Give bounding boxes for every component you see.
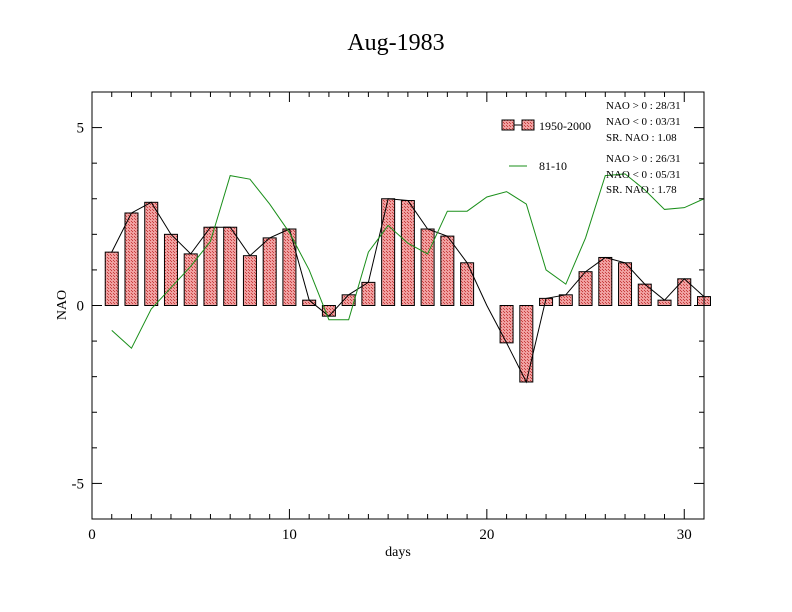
x-tick-label-30: 30	[677, 527, 692, 543]
bar-1950-2000-day-17	[420, 228, 435, 306]
bar-1950-2000-day-15	[381, 198, 396, 306]
legend-label-1950-2000: 1950-2000	[539, 119, 591, 133]
legend-swatch-1950-2000-right	[521, 119, 535, 131]
line-1950-2000	[111, 198, 705, 384]
stat-1950-2000-line-1: NAO > 0 : 28/31	[606, 100, 681, 112]
bar-1950-2000-day-21	[499, 305, 514, 344]
bar-1950-2000-day-27	[618, 262, 633, 306]
bar-1950-2000-day-8	[242, 255, 257, 306]
stat-81-10-line-3: SR. NAO : 1.78	[606, 184, 677, 196]
axes: 0 10 20 30 -5 0 5	[72, 92, 705, 543]
chart-title: Aug-1983	[347, 30, 444, 56]
bar-1950-2000-day-11	[302, 299, 317, 307]
bar-1950-2000-day-9	[262, 237, 277, 306]
bar-1950-2000-day-16	[400, 200, 415, 306]
bar-1950-2000-day-22	[519, 305, 534, 383]
bar-1950-2000-day-29	[657, 299, 672, 307]
y-tick-label--5: -5	[72, 476, 85, 492]
bar-1950-2000-day-26	[598, 256, 613, 306]
x-tick-label-10: 10	[282, 527, 297, 543]
x-tick-label-0: 0	[88, 527, 96, 543]
legend: 1950-2000 81-10 NAO > 0 : 28/31 NAO < 0 …	[501, 100, 681, 196]
bar-1950-2000-day-4	[163, 233, 178, 306]
bar-1950-2000-day-1	[104, 251, 119, 307]
bar-1950-2000-day-24	[558, 294, 573, 307]
stat-1950-2000-line-3: SR. NAO : 1.08	[606, 132, 677, 144]
stat-81-10-line-1: NAO > 0 : 26/31	[606, 153, 681, 165]
line-81-10	[111, 173, 705, 350]
plot-area	[104, 173, 711, 384]
bar-1950-2000-day-18	[440, 235, 455, 306]
y-tick-label-5: 5	[77, 121, 85, 137]
bar-1950-2000-day-14	[361, 281, 376, 306]
bar-1950-2000-day-19	[460, 262, 475, 306]
y-tick-label-0: 0	[77, 299, 85, 315]
bar-1950-2000-day-7	[223, 226, 238, 306]
x-tick-label-20: 20	[479, 527, 494, 543]
bar-1950-2000-day-5	[183, 253, 198, 306]
bar-1950-2000-day-6	[203, 226, 218, 306]
bar-1950-2000-day-3	[144, 201, 159, 306]
x-axis-label: days	[385, 545, 411, 560]
stat-1950-2000-line-2: NAO < 0 : 03/31	[606, 116, 681, 128]
legend-label-81-10: 81-10	[539, 159, 567, 173]
legend-swatch-1950-2000	[501, 119, 515, 131]
stat-81-10-line-2: NAO < 0 : 05/31	[606, 169, 681, 181]
y-axis-label: NAO	[55, 290, 70, 320]
bar-1950-2000-day-2	[124, 212, 139, 306]
